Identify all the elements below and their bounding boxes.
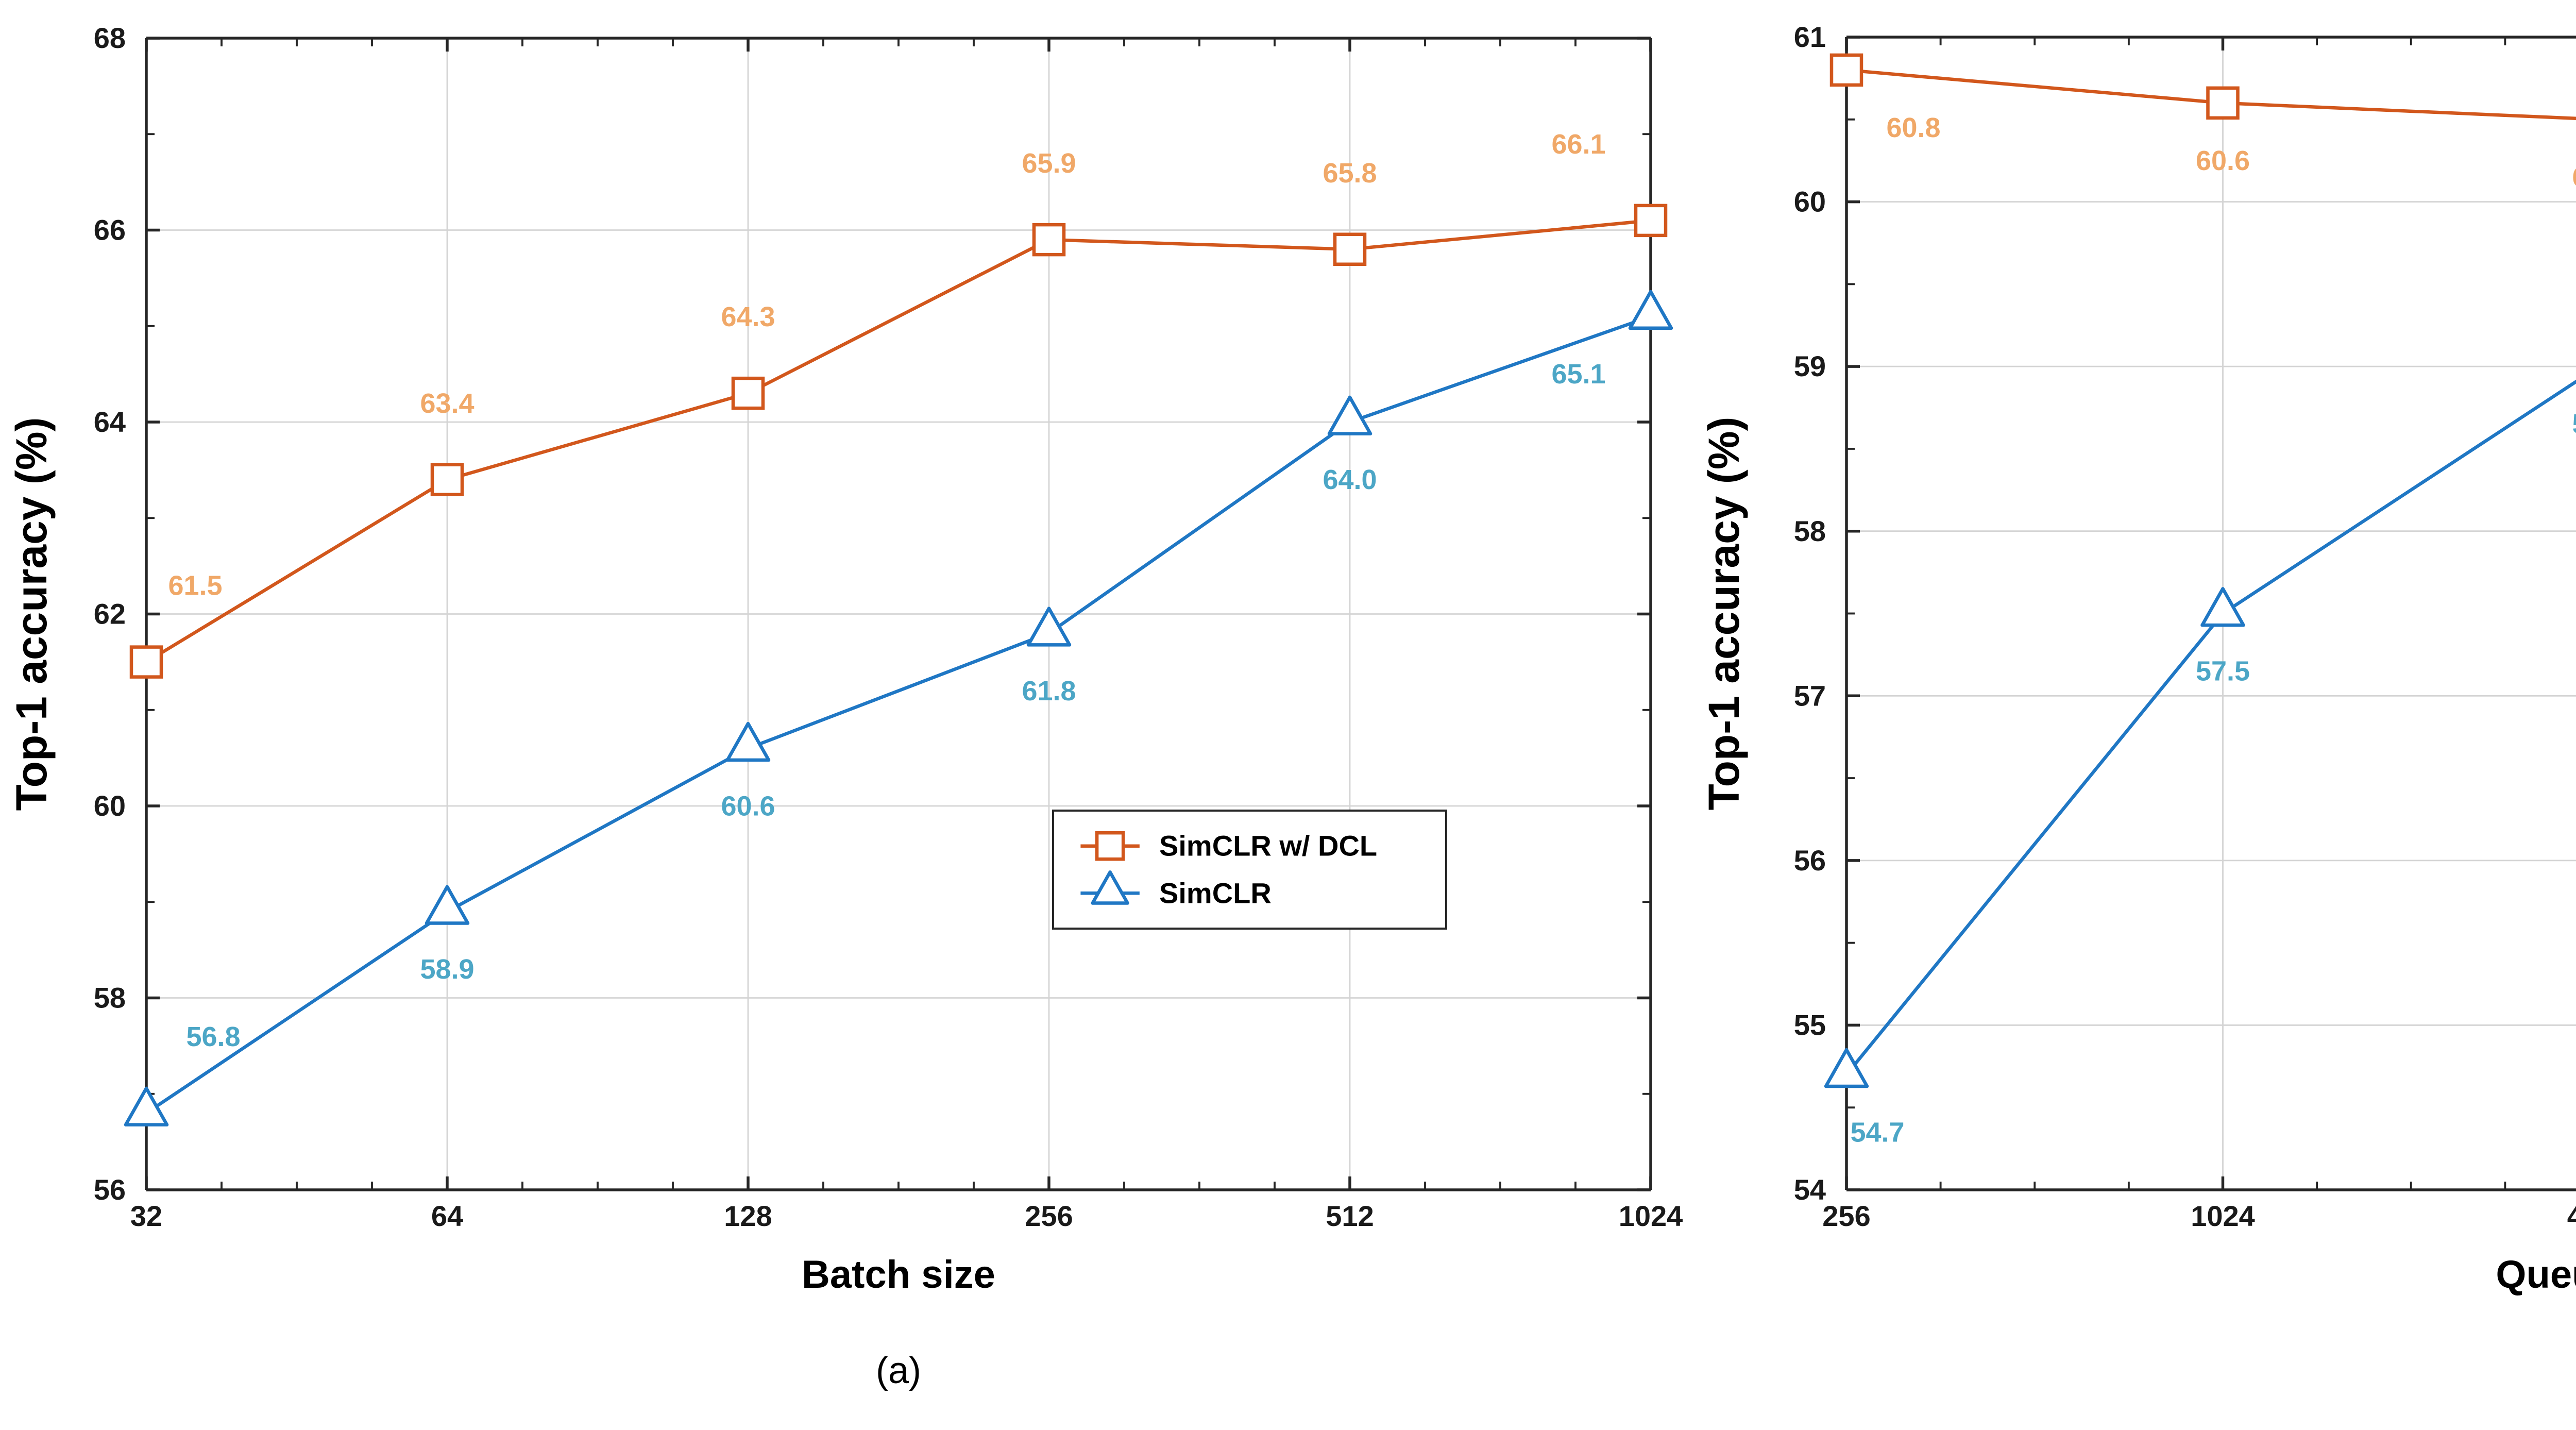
- svg-text:58: 58: [94, 982, 126, 1014]
- svg-text:66.1: 66.1: [1551, 129, 1605, 160]
- svg-text:64: 64: [431, 1200, 463, 1232]
- svg-text:61.8: 61.8: [1022, 676, 1076, 706]
- svg-text:68: 68: [94, 22, 126, 54]
- svg-text:Top-1 accuracy (%): Top-1 accuracy (%): [7, 417, 56, 811]
- svg-text:60.8: 60.8: [1886, 112, 1940, 143]
- svg-text:4096: 4096: [2567, 1200, 2576, 1232]
- svg-text:60.5: 60.5: [2572, 162, 2576, 193]
- svg-text:128: 128: [724, 1200, 772, 1232]
- svg-text:63.4: 63.4: [420, 388, 474, 419]
- svg-text:Queue size: Queue size: [2496, 1253, 2576, 1297]
- svg-text:56: 56: [94, 1173, 126, 1206]
- svg-text:62: 62: [94, 598, 126, 630]
- svg-text:54.7: 54.7: [1850, 1117, 1904, 1148]
- svg-text:64.0: 64.0: [1323, 464, 1377, 495]
- svg-text:65.8: 65.8: [1323, 158, 1377, 189]
- svg-text:59.0: 59.0: [2572, 409, 2576, 440]
- svg-text:64.3: 64.3: [721, 301, 775, 332]
- svg-text:54: 54: [1794, 1173, 1826, 1206]
- svg-text:58.9: 58.9: [420, 954, 474, 985]
- svg-text:61.5: 61.5: [168, 570, 222, 601]
- svg-text:56.8: 56.8: [186, 1021, 240, 1052]
- svg-text:60: 60: [1794, 186, 1826, 218]
- svg-text:256: 256: [1025, 1200, 1073, 1232]
- svg-text:64: 64: [94, 406, 126, 438]
- svg-text:Batch size: Batch size: [802, 1253, 995, 1297]
- svg-text:1024: 1024: [2191, 1200, 2255, 1232]
- svg-text:60: 60: [94, 789, 126, 822]
- svg-text:SimCLR: SimCLR: [1159, 877, 1272, 909]
- svg-text:256: 256: [1822, 1200, 1870, 1232]
- svg-text:66: 66: [94, 214, 126, 246]
- svg-text:512: 512: [1326, 1200, 1374, 1232]
- svg-text:65.1: 65.1: [1551, 359, 1605, 390]
- svg-text:65.9: 65.9: [1022, 148, 1076, 179]
- svg-text:SimCLR w/ DCL: SimCLR w/ DCL: [1159, 830, 1377, 862]
- svg-text:61: 61: [1794, 21, 1826, 53]
- svg-text:58: 58: [1794, 515, 1826, 547]
- svg-text:56: 56: [1794, 844, 1826, 877]
- svg-text:32: 32: [130, 1200, 162, 1232]
- svg-text:60.6: 60.6: [721, 790, 775, 821]
- svg-text:57: 57: [1794, 679, 1826, 712]
- svg-text:55: 55: [1794, 1008, 1826, 1041]
- svg-text:1024: 1024: [1619, 1200, 1683, 1232]
- svg-text:59: 59: [1794, 350, 1826, 382]
- svg-text:(a): (a): [876, 1350, 921, 1391]
- svg-text:60.6: 60.6: [2196, 145, 2250, 176]
- svg-text:Top-1 accuracy (%): Top-1 accuracy (%): [1700, 417, 1748, 811]
- svg-text:57.5: 57.5: [2196, 656, 2250, 687]
